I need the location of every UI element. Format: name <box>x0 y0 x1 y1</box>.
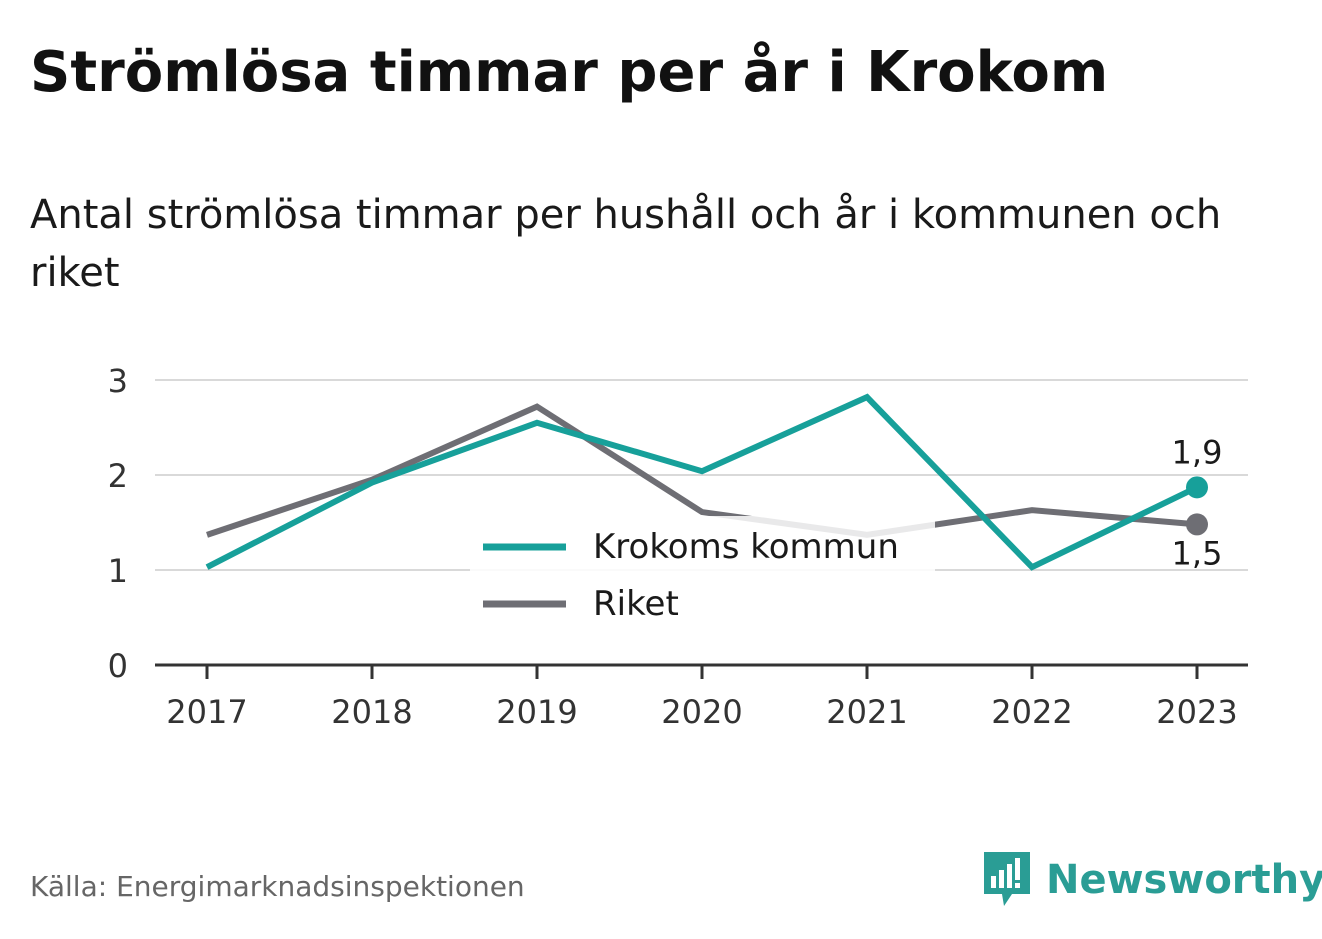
brand-logo: Newsworthy <box>982 850 1322 910</box>
y-axis-ticks: 0 1 2 3 <box>108 362 128 685</box>
series-lines <box>205 393 1199 571</box>
end-labels: 1,9 1,5 <box>1172 433 1223 572</box>
y-tick-label: 0 <box>108 647 128 685</box>
chart-subtitle: Antal strömlösa timmar per hushåll och å… <box>30 192 1222 296</box>
series-line-0 <box>205 393 1199 571</box>
x-tick-label: 2023 <box>1156 693 1237 731</box>
x-tick-label: 2018 <box>331 693 412 731</box>
x-tick-label: 2020 <box>661 693 742 731</box>
x-tick-label: 2017 <box>166 693 247 731</box>
end-point-marker <box>1186 476 1208 499</box>
newsworthy-logo-icon <box>984 852 1030 906</box>
legend-label: Krokoms kommun <box>593 527 899 567</box>
end-value-label: 1,5 <box>1172 534 1223 572</box>
brand-name: Newsworthy <box>1046 857 1322 903</box>
x-axis-ticks: 2017 2018 2019 2020 2021 2022 2023 <box>166 665 1238 731</box>
y-tick-label: 1 <box>108 552 128 590</box>
chart-title: Strömlösa timmar per år i Krokom <box>30 40 1109 105</box>
legend-label: Riket <box>593 584 679 624</box>
x-tick-label: 2021 <box>826 693 907 731</box>
y-tick-label: 2 <box>108 457 128 495</box>
legend: Krokoms kommun Riket <box>470 516 935 624</box>
x-tick-label: 2019 <box>496 693 577 731</box>
end-value-label: 1,9 <box>1172 433 1223 471</box>
end-point-marker <box>1186 513 1208 536</box>
source-note: Källa: Energimarknadsinspektionen <box>30 870 525 903</box>
x-tick-label: 2022 <box>991 693 1072 731</box>
y-tick-label: 3 <box>108 362 128 400</box>
